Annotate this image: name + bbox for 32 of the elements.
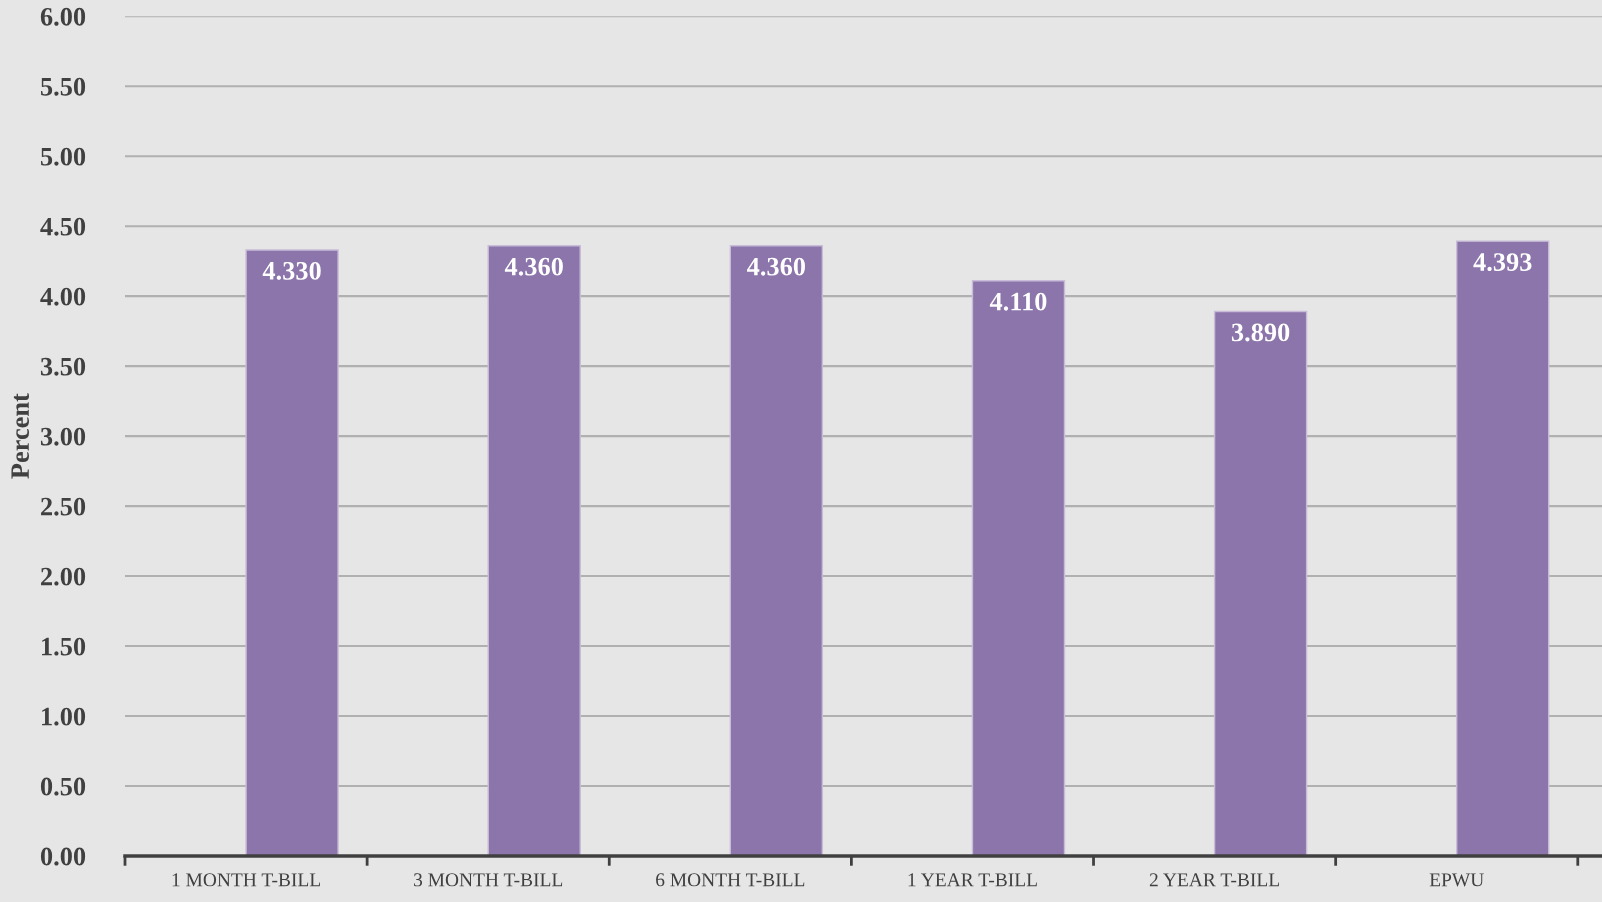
y-tick-label: 3.50 xyxy=(40,357,86,376)
data-label: 4.110 xyxy=(989,292,1047,311)
y-tick-label: 3.00 xyxy=(40,427,86,446)
data-label: 3.890 xyxy=(1231,323,1290,342)
y-tick-label: 0.00 xyxy=(40,847,86,866)
y-axis-title: Percent xyxy=(11,393,30,479)
y-tick-label: 5.50 xyxy=(40,77,86,96)
bar xyxy=(487,245,581,856)
data-label: 4.360 xyxy=(747,257,806,276)
x-tick-label: 3 MONTH T-BILL xyxy=(414,873,563,887)
y-tick-label: 1.50 xyxy=(42,637,86,656)
y-tick-label: 2.00 xyxy=(41,567,86,586)
x-tick-label: 6 MONTH T-BILL xyxy=(656,873,805,887)
y-tick-label: 5.00 xyxy=(40,147,86,166)
y-tick-label: 4.50 xyxy=(40,217,86,236)
bar xyxy=(729,245,824,856)
data-label: 4.360 xyxy=(504,257,563,276)
data-label: 4.330 xyxy=(262,261,321,280)
x-tick-label: 1 MONTH T-BILL xyxy=(172,873,320,887)
bar xyxy=(971,280,1066,856)
x-tick-label: 2 YEAR T-BILL xyxy=(1149,873,1279,887)
x-tick-label: 1 YEAR T-BILL xyxy=(908,873,1037,887)
y-tick-label: 4.00 xyxy=(40,287,86,306)
y-tick-label: 1.00 xyxy=(42,707,86,726)
data-label: 4.393 xyxy=(1473,253,1532,272)
y-tick-label: 2.50 xyxy=(41,497,86,516)
bar xyxy=(1213,310,1308,856)
y-tick-label: 0.50 xyxy=(40,777,86,796)
bar xyxy=(245,249,339,856)
x-tick-label: EPWU xyxy=(1429,873,1484,887)
bar xyxy=(1456,240,1550,856)
y-tick-label: 6.00 xyxy=(40,7,86,26)
